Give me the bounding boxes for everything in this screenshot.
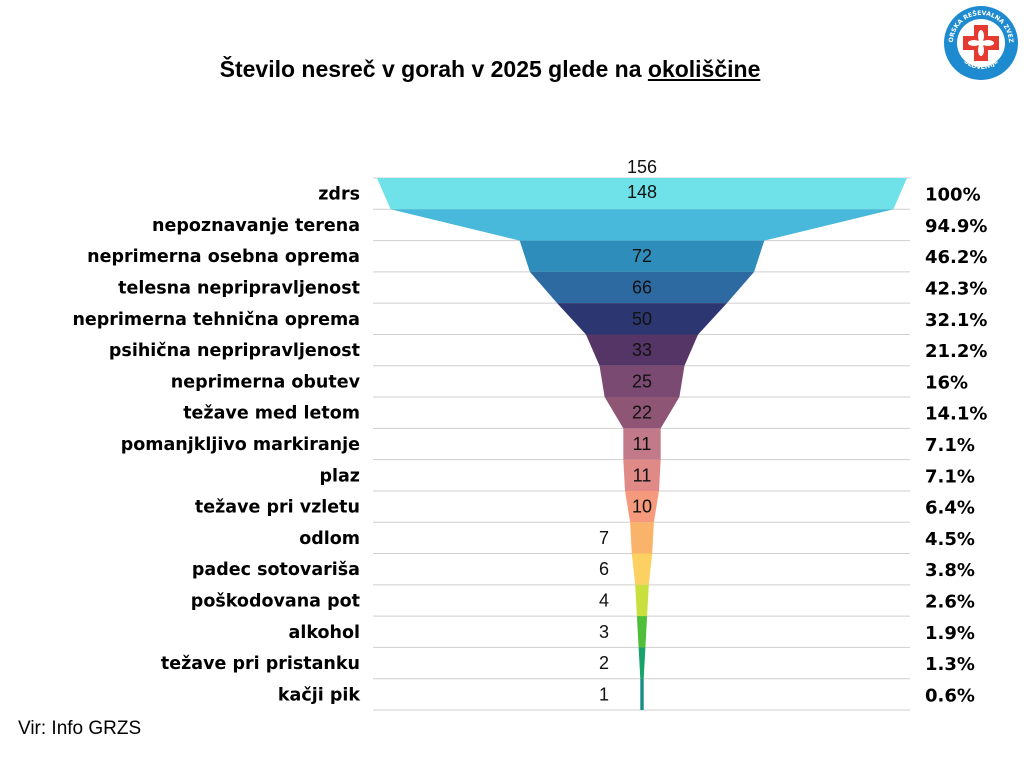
- value-label: 72: [632, 246, 652, 266]
- category-label: poškodovana pot: [191, 591, 360, 611]
- value-label: 11: [633, 465, 652, 485]
- value-label: 2: [599, 653, 609, 673]
- value-label: 22: [632, 403, 652, 423]
- value-label: 50: [632, 309, 652, 329]
- title-text: Število nesreč v gorah v 2025 glede na: [219, 56, 648, 82]
- percent-label: 14.1%: [925, 404, 987, 425]
- funnel-segment: [557, 303, 727, 335]
- category-label: težave pri vzletu: [195, 498, 360, 518]
- grzs-logo-icon: GORSKA REŠEVALNA ZVEZA SLOVENIJE: [943, 5, 1018, 80]
- category-label: padec sotovariša: [192, 560, 360, 580]
- value-label: 3: [599, 622, 609, 642]
- funnel-segment: [635, 584, 649, 617]
- category-label: težave med letom: [183, 404, 360, 424]
- funnel-segment: [630, 522, 654, 554]
- chart-title: Število nesreč v gorah v 2025 glede na o…: [0, 56, 980, 83]
- value-label: 7: [599, 528, 609, 548]
- funnel-segment: [631, 553, 653, 585]
- funnel-segment: [390, 209, 894, 241]
- percent-label: 21.2%: [925, 341, 987, 362]
- percent-label: 94.9%: [925, 216, 987, 237]
- funnel-segment: [640, 678, 644, 710]
- percent-label: 7.1%: [925, 435, 975, 456]
- value-label: 11: [633, 434, 652, 454]
- category-label: neprimerna obutev: [171, 372, 361, 392]
- category-label: kačji pik: [278, 685, 360, 705]
- value-label: 156: [627, 157, 657, 177]
- category-label: neprimerna osebna oprema: [87, 247, 360, 267]
- percent-label: 46.2%: [925, 247, 987, 268]
- funnel-segments: [377, 178, 907, 710]
- value-label: 10: [632, 497, 652, 517]
- category-label: telesna nepripravljenost: [118, 279, 360, 299]
- category-labels: zdrs nepoznavanje terena neprimerna osebna…: [72, 185, 360, 706]
- svg-text:SLOVENIJE: SLOVENIJE: [962, 57, 999, 71]
- funnel-segment: [604, 397, 680, 429]
- funnel-segment: [529, 271, 755, 304]
- percent-label: 3.8%: [925, 560, 975, 581]
- percent-label: 1.3%: [925, 654, 975, 675]
- percent-label: 42.3%: [925, 279, 987, 300]
- funnel-segment: [599, 365, 685, 398]
- percent-label: 100%: [925, 185, 981, 206]
- category-label: nepoznavanje terena: [152, 216, 360, 236]
- value-label: 33: [632, 340, 652, 360]
- percent-labels: 100% 94.9% 46.2% 42.3% 32.1% 21.2% 16% 14.1% 7.1…: [925, 185, 987, 707]
- funnel-segment: [377, 178, 907, 210]
- percent-label: 0.6%: [925, 685, 975, 706]
- source-note: Vir: Info GRZS: [18, 718, 142, 739]
- funnel-segment: [638, 647, 646, 679]
- category-label: alkohol: [289, 623, 360, 643]
- funnel-segment: [519, 240, 765, 272]
- value-label: 66: [632, 278, 652, 298]
- category-label: zdrs: [318, 185, 360, 205]
- percent-label: 7.1%: [925, 466, 975, 487]
- category-label: odlom: [299, 529, 360, 549]
- percent-label: 4.5%: [925, 529, 975, 550]
- percent-label: 32.1%: [925, 310, 987, 331]
- percent-label: 2.6%: [925, 591, 975, 612]
- percent-label: 1.9%: [925, 623, 975, 644]
- category-label: psihična nepripravljenost: [109, 341, 360, 361]
- funnel-segment: [625, 490, 659, 523]
- value-labels: 156 148 72 66 50 33 25 22 11 11 10 7 6 4 3 2 1: [599, 157, 657, 704]
- category-label: neprimerna tehnična oprema: [72, 310, 360, 330]
- logo-text-bottom: SLOVENIJE: [962, 57, 999, 71]
- value-label: 148: [627, 182, 657, 202]
- value-label: 4: [599, 590, 609, 610]
- category-label: težave pri pristanku: [161, 654, 360, 674]
- value-label: 25: [632, 371, 652, 391]
- funnel-segment: [623, 459, 661, 491]
- funnel-segment: [636, 616, 648, 648]
- percent-label: 16%: [925, 372, 968, 393]
- category-label: plaz: [319, 466, 360, 486]
- category-label: pomanjkljivo markiranje: [121, 435, 360, 455]
- funnel-segment: [585, 334, 699, 366]
- value-label: 1: [599, 684, 609, 704]
- value-label: 6: [599, 559, 609, 579]
- percent-label: 6.4%: [925, 498, 975, 519]
- title-underlined-word: okoliščine: [647, 56, 761, 82]
- funnel-segment: [623, 428, 661, 460]
